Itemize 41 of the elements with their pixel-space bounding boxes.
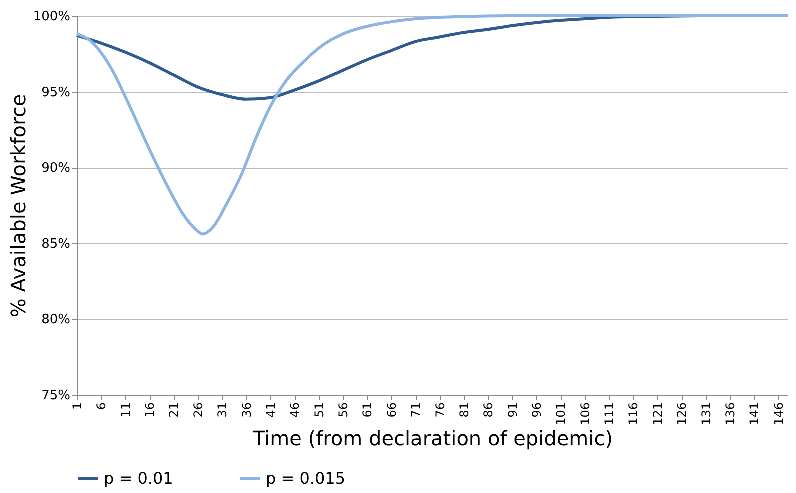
x-tick-label: 36 bbox=[240, 402, 254, 418]
x-tick-label: 46 bbox=[288, 402, 302, 418]
legend-label: p = 0.015 bbox=[266, 468, 346, 488]
x-tick-label: 41 bbox=[264, 402, 278, 418]
x-tick-label: 86 bbox=[482, 402, 496, 418]
x-tick-label: 16 bbox=[143, 402, 158, 418]
y-tick-label: 85% bbox=[42, 236, 70, 252]
x-tick-label: 81 bbox=[457, 402, 472, 418]
x-tick-label: 111 bbox=[602, 402, 617, 426]
x-tick-label: 116 bbox=[626, 402, 641, 426]
x-axis-title: Time (from declaration of epidemic) bbox=[252, 426, 613, 450]
x-tick-label: 51 bbox=[312, 402, 326, 418]
x-tick-label: 56 bbox=[336, 402, 351, 418]
x-tick-label: 61 bbox=[360, 402, 375, 418]
x-tick-label: 26 bbox=[191, 402, 206, 418]
x-tick-label: 121 bbox=[650, 402, 665, 426]
x-tick-label: 131 bbox=[699, 402, 714, 426]
x-tick-label: 6 bbox=[94, 402, 109, 410]
x-tick-label: 21 bbox=[167, 402, 182, 418]
y-tick-label: 80% bbox=[42, 312, 70, 328]
x-tick-label: 71 bbox=[409, 402, 424, 418]
legend-label: p = 0.01 bbox=[104, 468, 174, 488]
x-tick-label: 126 bbox=[675, 402, 690, 426]
x-tick-label: 141 bbox=[748, 402, 762, 426]
x-tick-label: 96 bbox=[530, 402, 544, 418]
y-tick-label: 95% bbox=[42, 85, 70, 100]
y-axis-title: % Available Workforce bbox=[6, 94, 30, 318]
x-tick-label: 101 bbox=[554, 402, 568, 426]
x-tick-label: 106 bbox=[578, 402, 592, 426]
x-tick-label: 91 bbox=[506, 402, 520, 418]
y-tick-label: 75% bbox=[42, 388, 70, 404]
x-tick-label: 11 bbox=[118, 402, 133, 418]
x-tick-label: 1 bbox=[70, 402, 84, 410]
x-tick-label: 31 bbox=[216, 402, 230, 418]
y-tick-label: 100% bbox=[33, 10, 70, 24]
line-series bbox=[76, 14, 790, 236]
x-tick-label: 66 bbox=[384, 402, 399, 418]
y-tick-label: 90% bbox=[42, 161, 70, 176]
x-tick-label: 146 bbox=[772, 402, 786, 426]
x-tick-label: 76 bbox=[433, 402, 448, 418]
x-tick-label: 136 bbox=[723, 402, 738, 426]
